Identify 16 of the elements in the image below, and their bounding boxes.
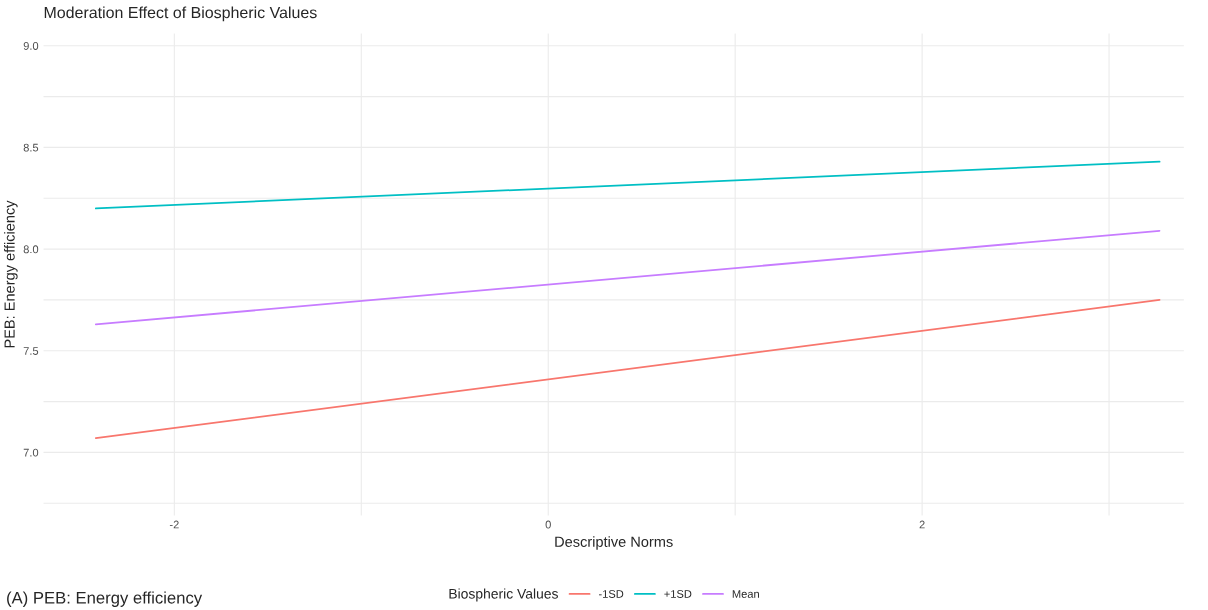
text: 9.0 — [23, 42, 39, 50]
text: 8.0 — [23, 245, 39, 254]
x-tick-label: 0 — [545, 520, 551, 529]
y-tick-label: 8.5 — [23, 143, 39, 152]
x-tick-label: -2 — [169, 520, 179, 529]
y-axis-title: PEB: Energy efficiency — [4, 200, 18, 348]
x-axis-title: Descriptive Norms — [555, 536, 673, 550]
text: 7.0 — [23, 448, 39, 457]
legend-title: Biospheric Values — [449, 588, 558, 602]
legend-label: Mean — [732, 590, 759, 598]
x-tick-label: 2 — [919, 520, 925, 529]
text: (A) PEB: Energy efficiency — [7, 591, 203, 607]
legend-label: +1SD — [664, 590, 692, 598]
y-tick-label: 7.5 — [23, 347, 39, 355]
chart-title: Moderation Effect of Biospheric Values — [44, 6, 317, 22]
legend-label: -1SD — [598, 590, 624, 598]
